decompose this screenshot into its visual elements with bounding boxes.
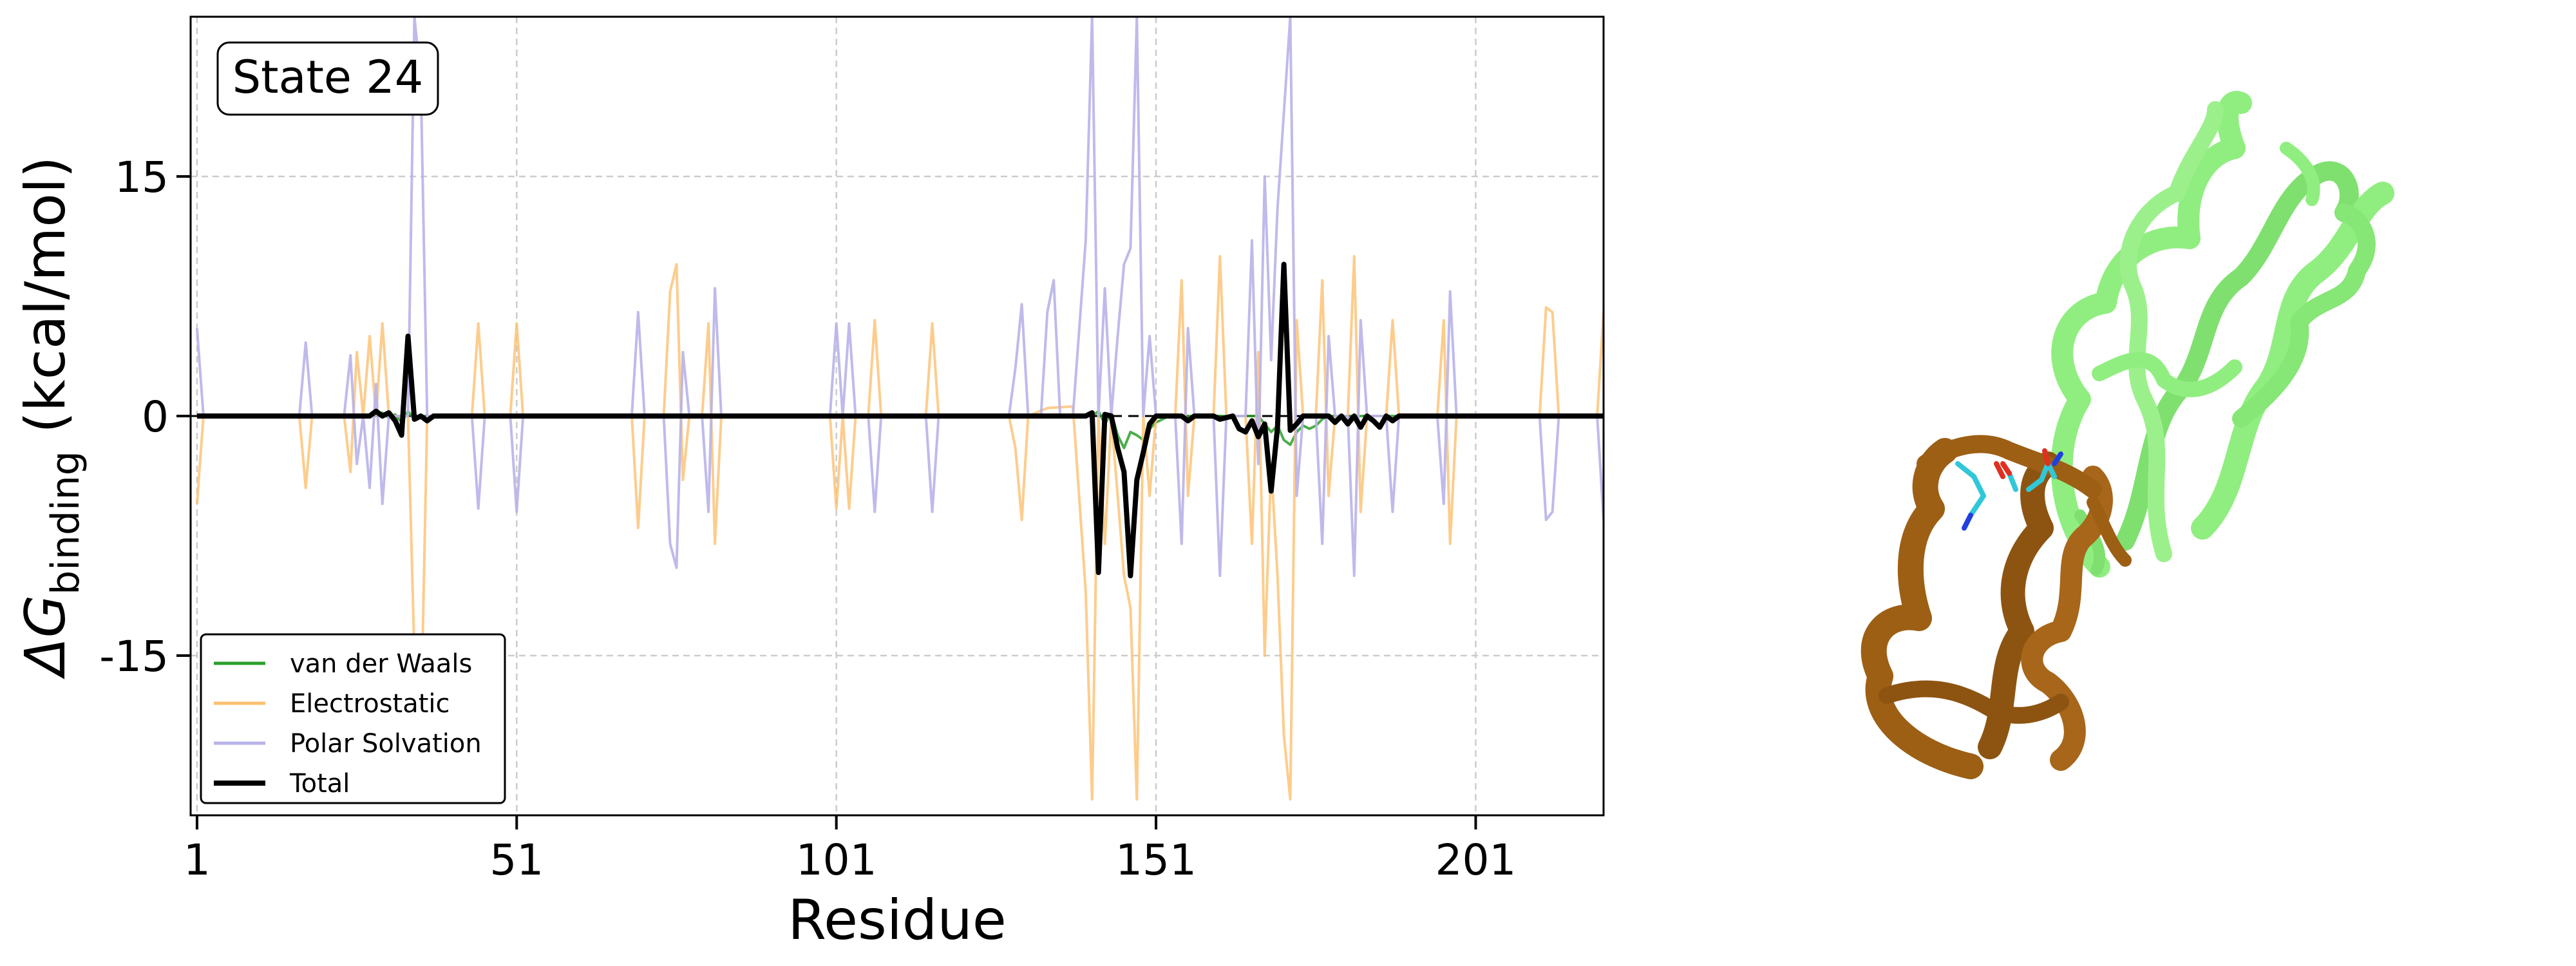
- series-line-polar-solvation: [195, 17, 1604, 577]
- state-annotation: State 24: [216, 41, 439, 116]
- x-tick-label: 151: [1115, 835, 1197, 885]
- y-tick-label: 15: [115, 153, 169, 202]
- legend-box: [200, 633, 506, 804]
- x-tick-label: 51: [489, 835, 544, 885]
- series-lines: [195, 17, 1604, 801]
- y-axis-label: ΔGbinding (kcal/mol): [14, 156, 88, 680]
- y-axis-label-suffix: (kcal/mol): [14, 156, 78, 451]
- x-axis-label: Residue: [788, 888, 1007, 952]
- interface-residues: [1955, 448, 2063, 531]
- x-tick-label: 101: [796, 835, 877, 885]
- protein-structure: [1861, 91, 2394, 779]
- y-tick-label: 0: [142, 392, 169, 442]
- state-annotation-text: State 24: [232, 51, 424, 104]
- legend-label-electrostatic: Electrostatic: [290, 689, 450, 719]
- y-axis-label-prefix: ΔG: [14, 595, 78, 679]
- x-tick-label: 201: [1435, 835, 1516, 885]
- protein-domain-green: [2050, 91, 2394, 578]
- state-annotation-box: [216, 41, 439, 116]
- y-axis-label-subscript: binding: [43, 451, 88, 595]
- legend-label-total: Total: [289, 769, 350, 799]
- protein-domain-brown: [1861, 435, 2132, 779]
- legend: van der Waals Electrostatic Polar Solvatio…: [200, 633, 506, 804]
- legend-label-polar-solvation: Polar Solvation: [290, 729, 482, 759]
- x-tick-label: 1: [184, 835, 211, 885]
- legend-label-van-der-waals: van der Waals: [290, 649, 472, 679]
- series-line-total: [196, 261, 1604, 578]
- y-tick-label: -15: [99, 632, 169, 681]
